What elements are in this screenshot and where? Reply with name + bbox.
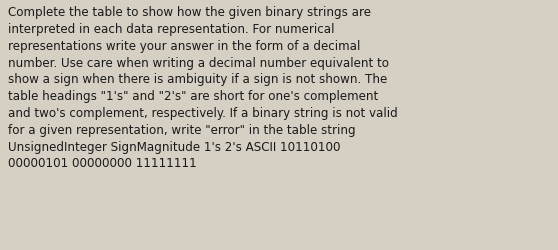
Text: Complete the table to show how the given binary strings are
interpreted in each : Complete the table to show how the given… (8, 6, 398, 170)
